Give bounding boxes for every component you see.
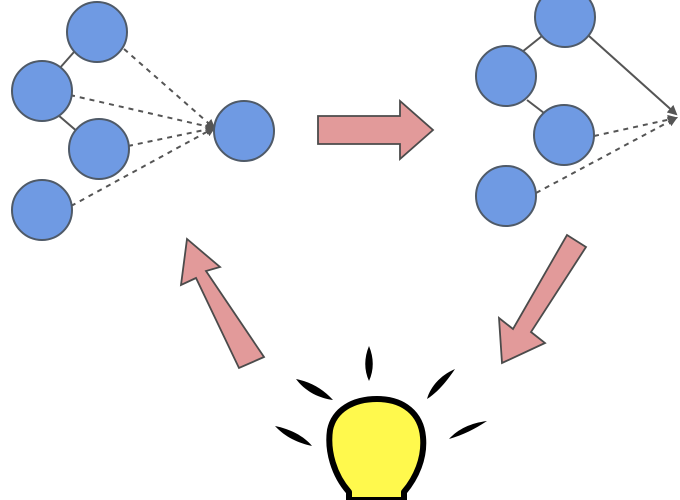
lightbulb-icon xyxy=(326,396,427,500)
left-node-top xyxy=(66,1,128,63)
left-node-middle xyxy=(11,60,73,122)
left-graph xyxy=(11,1,275,241)
left-dashed-edge-center-target xyxy=(127,124,216,147)
left-dashed-edge-top-target xyxy=(123,48,216,130)
right-node-top xyxy=(534,0,596,48)
right-dashed-edge-center-target xyxy=(593,114,678,137)
light-ray-top xyxy=(365,346,373,381)
left-target-node xyxy=(213,100,275,162)
lightbulb-glass xyxy=(326,396,427,500)
process-arrow-up-left xyxy=(179,237,266,370)
light-ray-upper-left xyxy=(296,379,333,400)
right-node-middle xyxy=(475,45,537,107)
process-arrow-right xyxy=(317,99,435,161)
left-node-center xyxy=(68,118,130,180)
process-arrow-down-left xyxy=(497,233,588,365)
right-solid-edge-top-middle xyxy=(521,35,543,53)
light-ray-upper-right xyxy=(427,369,455,399)
right-solid-edge-top-target xyxy=(588,35,678,116)
lightbulb xyxy=(275,346,487,500)
right-dashed-edge-bottom-target xyxy=(535,117,678,194)
left-dashed-edge-middle-target xyxy=(69,94,216,132)
light-ray-right xyxy=(449,421,487,439)
left-node-bottom xyxy=(11,179,73,241)
left-dashed-edge-bottom-target xyxy=(70,127,216,207)
right-node-bottom xyxy=(475,165,537,227)
light-ray-left xyxy=(275,426,312,446)
right-graph xyxy=(475,0,678,227)
right-node-center xyxy=(533,104,595,166)
right-solid-edge-middle-center xyxy=(526,99,545,114)
